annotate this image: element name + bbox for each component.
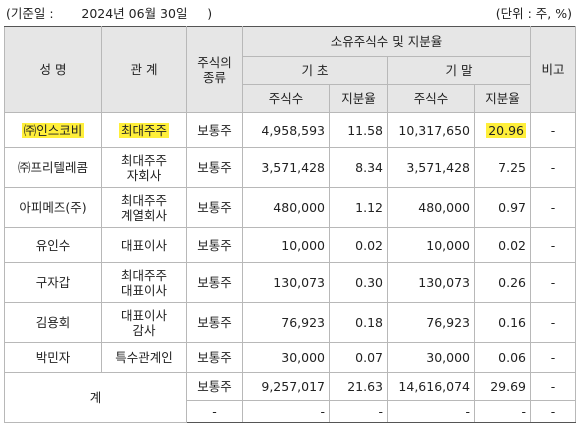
row-begin-shares: 10,000 [242,227,330,263]
table-header: 성 명 관 계 주식의 종류 소유주식수 및 지분율 비고 기 초 기 말 주식… [4,26,577,113]
header-ownership: 소유주식수 및 지분율 [241,26,532,57]
row-relation: 최대주주 대표이사 [101,262,187,303]
row-end-shares: 130,073 [387,262,475,303]
row-begin-ratio: 11.58 [329,112,388,148]
row-name: ㈜인스코비 [21,122,85,138]
table-row: ㈜인스코비 최대주주 보통주 4,958,593 11.58 10,317,65… [4,112,577,148]
header-end: 기 말 [386,56,532,85]
row-end-ratio: 7.25 [473,147,532,188]
row-end-shares: 3,571,428 [387,147,475,188]
row-end-shares: 10,317,650 [387,112,475,148]
total-end-shares: - [387,400,475,423]
row-end-ratio: 0.97 [473,187,532,228]
row-relation: 대표이사 감사 [101,302,187,343]
row-begin-shares: 4,958,593 [242,112,330,148]
total-end-ratio: - [473,400,532,423]
row-end-ratio: 20.96 [486,122,527,138]
row-type: 보통주 [186,342,243,373]
total-end-ratio: 29.69 [473,372,532,401]
row-note: - [530,112,577,148]
row-end-ratio: 0.06 [473,342,532,373]
table-row: 김용회 대표이사 감사 보통주 76,923 0.18 76,923 0.16 … [4,302,577,343]
shareholding-table: 성 명 관 계 주식의 종류 소유주식수 및 지분율 비고 기 초 기 말 주식… [4,26,577,423]
table-row: ㈜프리텔레콤 최대주주 자회사 보통주 3,571,428 8.34 3,571… [4,147,577,188]
header-note: 비고 [530,26,577,113]
header-stock-type: 주식의 종류 [186,26,243,113]
row-begin-shares: 480,000 [242,187,330,228]
header-end-ratio: 지분율 [473,84,532,113]
row-begin-ratio: 0.02 [329,227,388,263]
row-relation: 대표이사 [101,227,187,263]
row-begin-ratio: 0.30 [329,262,388,303]
total-note: - [530,372,577,401]
row-begin-shares: 76,923 [242,302,330,343]
header-end-shares: 주식수 [387,84,475,113]
row-relation-cell: 최대주주 [101,112,187,148]
table-body: ㈜인스코비 최대주주 보통주 4,958,593 11.58 10,317,65… [4,112,577,423]
table-row: 아피메즈(주) 최대주주 계열회사 보통주 480,000 1.12 480,0… [4,187,577,228]
table-row: 유인수 대표이사 보통주 10,000 0.02 10,000 0.02 - [4,227,577,263]
header-relation: 관 계 [101,26,187,113]
row-end-ratio: 0.16 [473,302,532,343]
row-type: 보통주 [186,187,243,228]
row-name: 김용회 [4,302,102,343]
row-begin-ratio: 1.12 [329,187,388,228]
row-note: - [530,147,577,188]
row-begin-ratio: 8.34 [329,147,388,188]
table-row: 박민자 특수관계인 보통주 30,000 0.07 30,000 0.06 - [4,342,577,373]
row-end-ratio-cell: 20.96 [473,112,532,148]
row-begin-shares: 30,000 [242,342,330,373]
total-row: 계 보통주 9,257,017 21.63 14,616,074 29.69 - [4,372,577,423]
row-note: - [530,262,577,303]
unit-label: (단위 : 주, %) [495,6,572,21]
header-begin-shares: 주식수 [242,84,330,113]
row-name: 아피메즈(주) [4,187,102,228]
base-date-label: (기준일 : 2024년 06월 30일 ) [6,6,213,21]
row-name-cell: ㈜인스코비 [4,112,102,148]
row-end-shares: 480,000 [387,187,475,228]
row-relation: 특수관계인 [101,342,187,373]
row-relation: 최대주주 [118,122,169,138]
row-relation: 최대주주 계열회사 [101,187,187,228]
row-begin-shares: 3,571,428 [242,147,330,188]
total-label: 계 [4,372,187,423]
row-end-shares: 76,923 [387,302,475,343]
row-end-shares: 30,000 [387,342,475,373]
row-name: 유인수 [4,227,102,263]
row-note: - [530,342,577,373]
row-name: ㈜프리텔레콤 [4,147,102,188]
row-end-ratio: 0.26 [473,262,532,303]
row-type: 보통주 [186,262,243,303]
table-row: 구자갑 최대주주 대표이사 보통주 130,073 0.30 130,073 0… [4,262,577,303]
total-type: - [186,400,243,423]
row-begin-ratio: 0.07 [329,342,388,373]
row-type: 보통주 [186,112,243,148]
total-begin-shares: 9,257,017 [242,372,330,401]
row-type: 보통주 [186,147,243,188]
row-begin-shares: 130,073 [242,262,330,303]
header-begin-ratio: 지분율 [329,84,388,113]
row-end-ratio: 0.02 [473,227,532,263]
header-begin: 기 초 [242,56,388,85]
row-name: 박민자 [4,342,102,373]
total-begin-ratio: 21.63 [329,372,388,401]
row-type: 보통주 [186,227,243,263]
row-note: - [530,187,577,228]
total-begin-shares: - [242,400,330,423]
row-note: - [530,302,577,343]
row-relation: 최대주주 자회사 [101,147,187,188]
total-row: - - - - - - [5,400,577,423]
table-caption-line: (기준일 : 2024년 06월 30일 ) (단위 : 주, %) [0,0,580,24]
row-name: 구자갑 [4,262,102,303]
row-note: - [530,227,577,263]
row-begin-ratio: 0.18 [329,302,388,343]
header-name: 성 명 [4,26,102,113]
row-end-shares: 10,000 [387,227,475,263]
row-type: 보통주 [186,302,243,343]
total-end-shares: 14,616,074 [387,372,475,401]
total-type: 보통주 [186,372,243,401]
total-begin-ratio: - [329,400,388,423]
total-note: - [530,400,577,423]
